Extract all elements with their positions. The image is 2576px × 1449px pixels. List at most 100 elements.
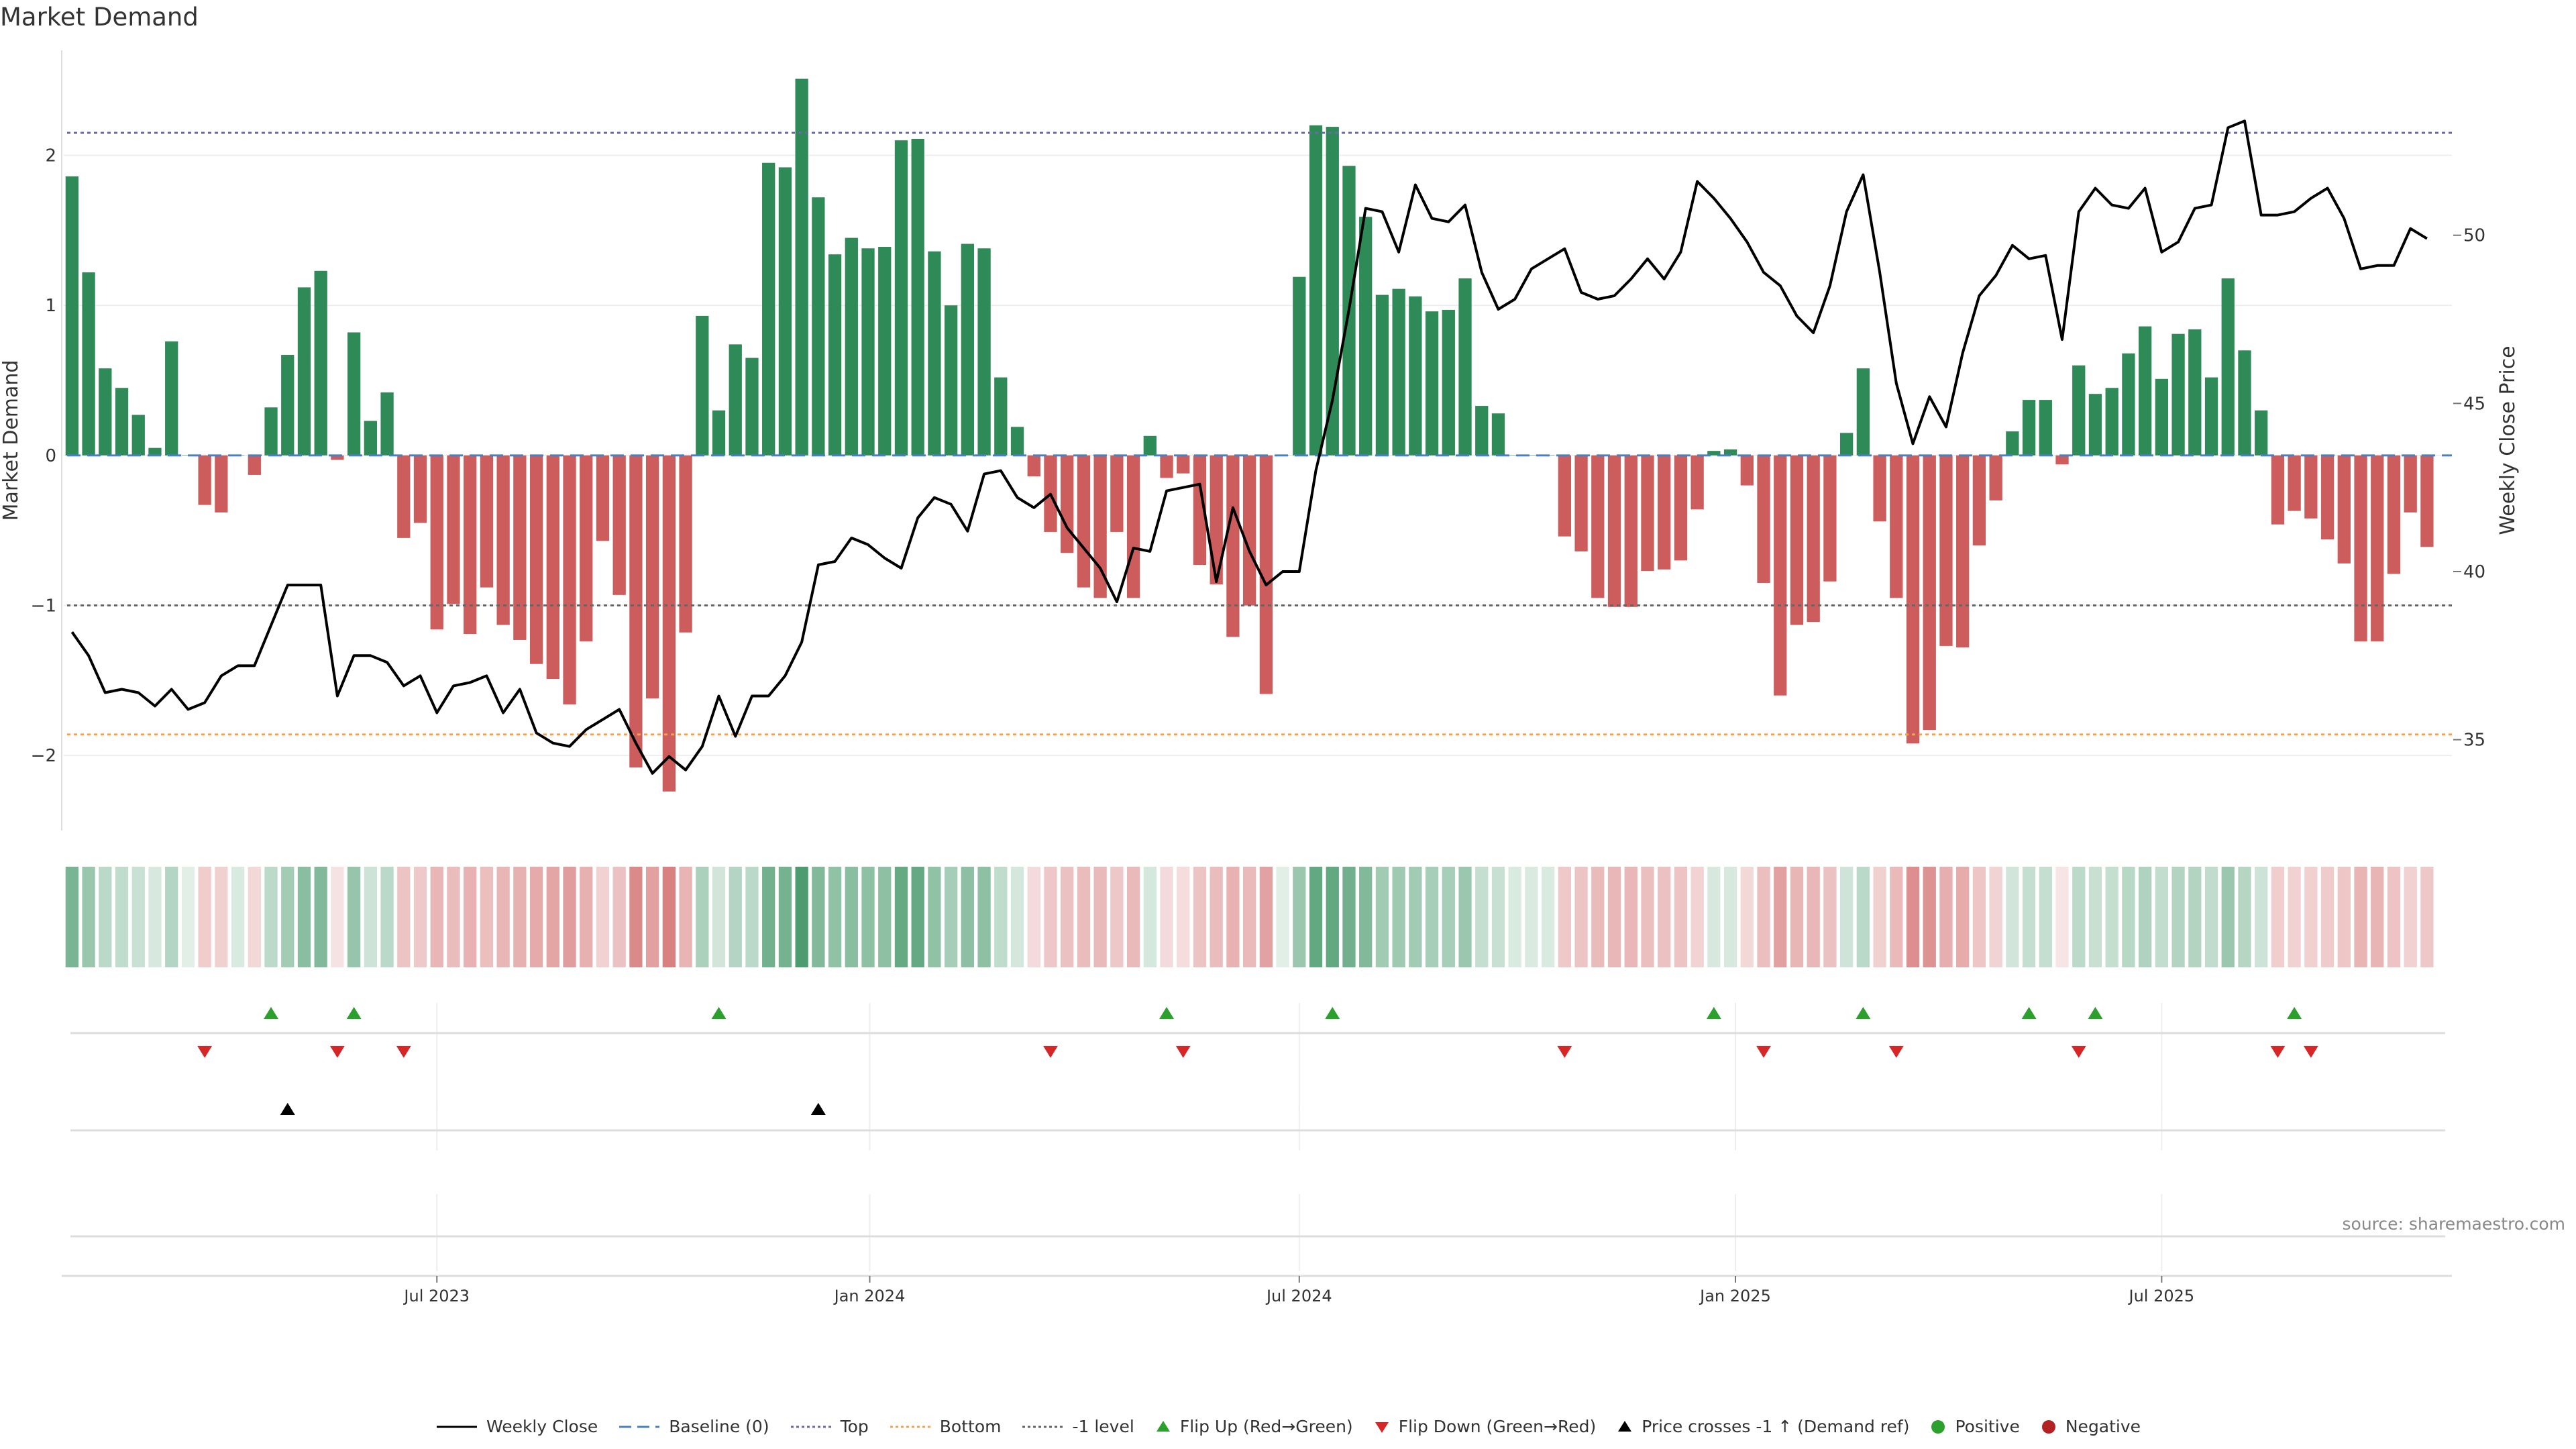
heat-strip-cell <box>712 867 726 967</box>
heat-strip-cell <box>2288 867 2301 967</box>
heat-strip-cell <box>1242 867 1256 967</box>
demand-bar <box>248 455 261 475</box>
flip-up-marker <box>1325 1007 1340 1019</box>
demand-bar <box>828 254 842 455</box>
demand-bar <box>2337 455 2351 564</box>
demand-bar <box>1491 413 1505 455</box>
legend-swatch-icon <box>1022 1426 1063 1428</box>
flip-up-marker <box>1159 1007 1175 1019</box>
heat-strip-cell <box>1790 867 1804 967</box>
demand-bar <box>1126 455 1140 598</box>
demand-bar <box>198 455 211 505</box>
heat-strip-cell <box>2337 867 2351 967</box>
demand-bar <box>1409 296 1422 455</box>
demand-bar <box>264 407 278 455</box>
legend-label: Positive <box>1955 1417 2020 1436</box>
demand-bar <box>1641 455 1654 572</box>
heat-strip-cell <box>1558 867 1572 967</box>
heat-strip-cell <box>1326 867 1339 967</box>
demand-bar <box>1707 451 1721 455</box>
demand-bar <box>1143 435 1157 455</box>
x-tick-label: Jan 2025 <box>1699 1287 1771 1305</box>
demand-bar <box>977 248 991 455</box>
demand-bar <box>529 455 543 664</box>
weekly-close-line <box>70 119 2428 775</box>
heat-strip-cell <box>2072 867 2086 967</box>
legend-swatch-icon <box>1618 1420 1632 1432</box>
y-tick-label: 0 <box>45 446 56 466</box>
heat-strip-cell <box>331 867 344 967</box>
demand-bar <box>115 388 129 455</box>
heat-strip-cell <box>1839 867 1854 967</box>
demand-bar <box>563 455 576 705</box>
demand-bar <box>2320 455 2334 540</box>
heat-strip-cell <box>2122 867 2135 967</box>
heat-strip-cell <box>1442 867 1455 967</box>
demand-bar <box>2404 455 2417 513</box>
heat-strip-cell <box>894 867 908 967</box>
heat-strip-cell <box>1641 867 1654 967</box>
legend-label: Negative <box>2065 1417 2141 1436</box>
heat-strip-cell <box>1193 867 1207 967</box>
heat-strip-cell <box>1093 867 1107 967</box>
demand-bar <box>1242 455 1256 606</box>
heat-strip-cell <box>1740 867 1754 967</box>
heat-strip-cell <box>2304 867 2318 967</box>
heat-strip-cell <box>977 867 991 967</box>
market-demand-chart: −2 −1 0 1 2 35 40 45 50 Market Demand Weekly Close… <box>0 50 2520 1305</box>
demand-bar <box>2105 388 2118 455</box>
demand-bar <box>1839 433 1854 455</box>
heat-strip-cell <box>1989 867 2002 967</box>
demand-bar <box>1972 455 1986 546</box>
demand-bar <box>2039 400 2052 455</box>
demand-bar <box>1823 455 1837 582</box>
heat-strip-cell <box>1259 867 1273 967</box>
y-tick-label: −2 <box>31 746 56 766</box>
demand-bar <box>1723 449 1737 455</box>
flip-down-marker <box>2270 1046 2286 1058</box>
heat-strip-cell <box>1591 867 1605 967</box>
y-tick-label: 1 <box>45 296 56 316</box>
demand-bar <box>1558 455 1572 537</box>
demand-bar <box>580 455 593 642</box>
heat-strip-cell <box>1939 867 1953 967</box>
demand-bar <box>2304 455 2318 519</box>
legend-label: Flip Down (Green→Red) <box>1398 1417 1597 1436</box>
flip-down-marker <box>1756 1046 1772 1058</box>
flip-up-marker <box>346 1007 362 1019</box>
heat-strip-cell <box>1342 867 1356 967</box>
heat-strip-cell <box>1508 867 1521 967</box>
legend-item: -1 level <box>1021 1417 1134 1436</box>
demand-bar <box>1674 455 1688 561</box>
demand-bar <box>662 455 676 792</box>
demand-bar <box>1956 455 1970 648</box>
legend-item: Positive <box>1929 1417 2020 1436</box>
flip-down-marker <box>1888 1046 1904 1058</box>
demand-bar <box>596 455 610 541</box>
demand-bar <box>994 377 1008 455</box>
flip-up-marker <box>711 1007 727 1019</box>
heat-strip-cell <box>314 867 327 967</box>
heat-strip-cell <box>679 867 692 967</box>
y2-tick-label: 50 <box>2463 226 2485 246</box>
heat-strip-cell <box>1956 867 1970 967</box>
heat-strip-cell <box>148 867 162 967</box>
demand-bar <box>1458 278 1472 455</box>
demand-bar <box>778 167 792 455</box>
demand-bar <box>696 315 709 455</box>
heat-strip-cell <box>65 867 79 967</box>
heat-strip-cell <box>347 867 361 967</box>
demand-bar <box>1193 455 1207 566</box>
demand-bar <box>82 272 95 455</box>
demand-bar <box>629 455 643 768</box>
legend-item: Negative <box>2040 1417 2141 1436</box>
flip-down-marker <box>1042 1046 1058 1058</box>
legend-swatch-icon <box>1156 1420 1170 1432</box>
demand-bar <box>1591 455 1605 598</box>
demand-bar <box>2171 333 2185 455</box>
heat-strip-cell <box>1624 867 1638 967</box>
demand-bar <box>1442 309 1455 455</box>
demand-bar <box>430 455 443 630</box>
heat-strip-cell <box>612 867 626 967</box>
demand-bar <box>745 358 759 455</box>
